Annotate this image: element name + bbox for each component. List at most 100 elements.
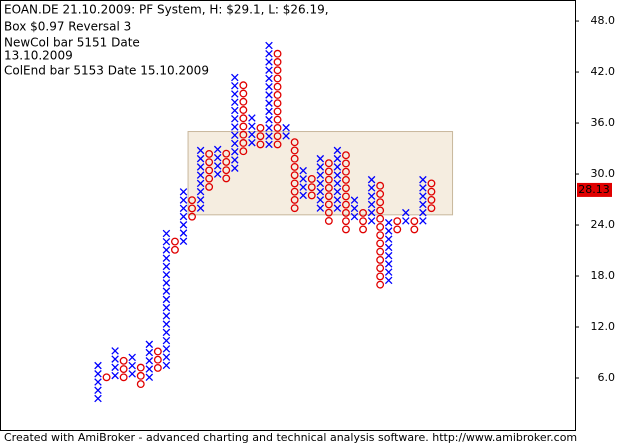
- x-box: [196, 146, 205, 155]
- x-box: [179, 221, 188, 229]
- pf-column: [196, 146, 205, 212]
- x-box: [111, 347, 119, 355]
- x-box: [162, 361, 171, 370]
- x-box: [265, 124, 273, 132]
- o-box: [256, 140, 265, 149]
- o-box: [376, 247, 385, 256]
- x-box: [213, 153, 222, 162]
- x-box: [265, 82, 273, 91]
- o-box: [273, 99, 282, 108]
- pf-column: [307, 174, 316, 200]
- x-box: [145, 357, 154, 365]
- o-box: [222, 166, 231, 175]
- o-box: [342, 217, 350, 226]
- x-box: [333, 146, 342, 155]
- o-box: [342, 159, 350, 168]
- o-box: [427, 179, 436, 188]
- x-box: [367, 208, 376, 217]
- x-box: [213, 162, 222, 170]
- pf-column: [239, 81, 248, 156]
- x-box: [111, 363, 119, 372]
- x-box: [316, 171, 325, 179]
- o-box: [376, 272, 385, 281]
- pf-column: [333, 146, 342, 212]
- o-box: [290, 146, 299, 155]
- x-box: [419, 200, 427, 209]
- footer: Created with AmiBroker - advanced charti…: [4, 431, 577, 444]
- x-box: [299, 175, 307, 183]
- pf-column: [205, 149, 214, 191]
- o-box: [427, 195, 436, 204]
- x-box: [265, 41, 273, 50]
- o-box: [290, 187, 299, 196]
- x-box: [162, 345, 171, 353]
- last-price-tag: [577, 182, 612, 197]
- x-box: [94, 394, 102, 403]
- x-box: [94, 361, 102, 370]
- x-box: [196, 171, 205, 179]
- o-box: [376, 181, 385, 190]
- x-box: [299, 166, 307, 175]
- o-box: [273, 90, 282, 99]
- plot-frame: [0, 0, 576, 431]
- x-box: [333, 163, 342, 171]
- x-box: [367, 217, 376, 225]
- pf-column: [188, 196, 196, 221]
- x-box: [231, 73, 239, 82]
- pf-column: [290, 138, 299, 213]
- pf-column: [402, 208, 410, 225]
- x-box: [248, 122, 256, 130]
- o-box: [205, 182, 214, 191]
- x-box: [179, 204, 188, 213]
- x-box: [367, 200, 376, 209]
- x-box: [350, 204, 359, 213]
- o-box: [376, 280, 385, 289]
- o-box: [324, 200, 333, 209]
- o-box: [342, 208, 350, 217]
- o-box: [153, 363, 162, 372]
- o-box: [170, 245, 179, 254]
- x-box: [265, 49, 273, 58]
- pf-column: [367, 175, 376, 225]
- x-box: [111, 355, 119, 363]
- o-box: [188, 196, 196, 205]
- o-box: [153, 347, 162, 356]
- x-box: [316, 204, 325, 212]
- x-box: [162, 229, 171, 238]
- x-box: [162, 336, 171, 345]
- x-box: [231, 139, 239, 148]
- o-box: [290, 171, 299, 180]
- x-box: [419, 217, 427, 225]
- o-box: [239, 81, 248, 90]
- x-box: [196, 204, 205, 212]
- o-box: [376, 264, 385, 273]
- pf-column: [248, 114, 256, 147]
- pf-column: [384, 218, 393, 285]
- o-box: [239, 122, 248, 131]
- o-box: [342, 200, 350, 209]
- o-box: [239, 147, 248, 156]
- o-box: [239, 89, 248, 98]
- o-box: [273, 132, 282, 141]
- o-box: [119, 373, 128, 382]
- x-box: [316, 187, 325, 196]
- o-box: [136, 380, 145, 389]
- o-box: [427, 204, 436, 213]
- o-box: [342, 225, 350, 234]
- o-box: [119, 356, 128, 365]
- pf-column: [128, 353, 136, 378]
- x-box: [128, 361, 136, 370]
- o-box: [205, 166, 214, 175]
- y-tick-label: 42.0: [591, 65, 616, 78]
- o-box: [273, 49, 282, 58]
- pf-column: [136, 363, 145, 389]
- o-box: [324, 216, 333, 225]
- x-box: [367, 175, 376, 184]
- x-box: [231, 90, 239, 98]
- pf-column: [393, 217, 402, 234]
- o-box: [239, 130, 248, 139]
- o-box: [273, 66, 282, 75]
- x-box: [282, 123, 290, 132]
- o-box: [342, 192, 350, 201]
- x-box: [162, 320, 171, 328]
